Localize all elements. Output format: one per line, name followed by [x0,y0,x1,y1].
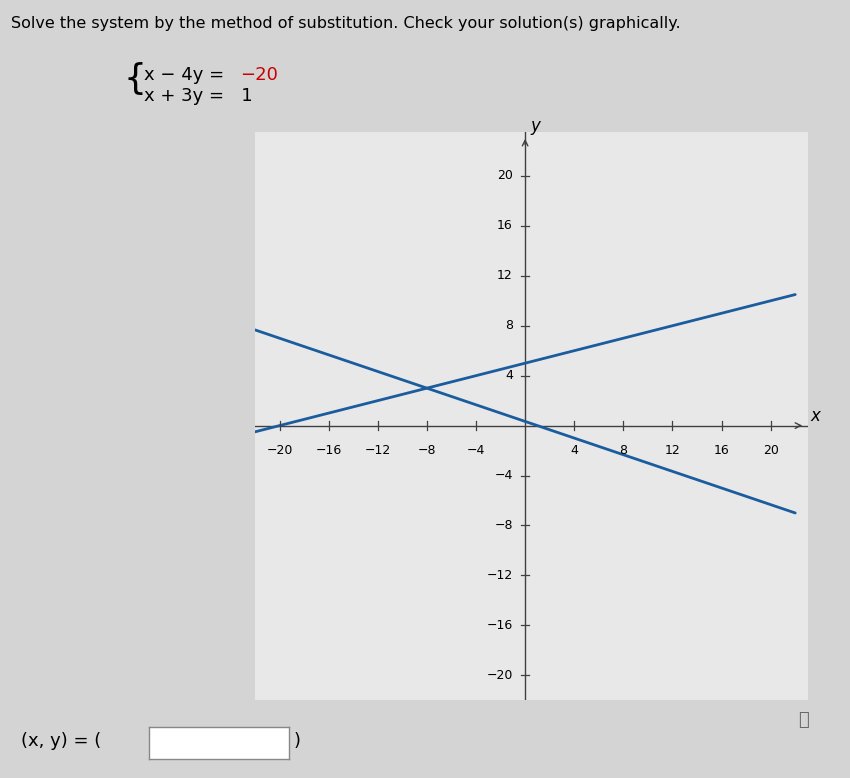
Text: ⓘ: ⓘ [798,710,808,729]
Text: 20: 20 [762,444,779,457]
Text: 16: 16 [497,219,513,233]
Text: −4: −4 [467,444,485,457]
Text: 12: 12 [497,269,513,282]
Text: −8: −8 [417,444,436,457]
Text: 12: 12 [665,444,680,457]
Text: x − 4y =: x − 4y = [144,66,230,84]
Text: −8: −8 [495,519,513,532]
Text: −20: −20 [266,444,292,457]
Text: 4: 4 [505,370,513,382]
Text: −20: −20 [241,66,279,84]
Text: 8: 8 [505,319,513,332]
Text: {: { [123,62,146,96]
Text: (x, y) = (: (x, y) = ( [21,731,101,750]
Text: x: x [810,407,820,425]
Text: −16: −16 [315,444,342,457]
Text: −20: −20 [486,669,513,682]
Text: x + 3y =   1: x + 3y = 1 [144,87,253,105]
Text: 20: 20 [497,170,513,183]
Text: ): ) [293,731,300,750]
Text: Solve the system by the method of substitution. Check your solution(s) graphical: Solve the system by the method of substi… [11,16,681,30]
Text: −4: −4 [495,469,513,482]
Text: 4: 4 [570,444,578,457]
Text: −16: −16 [486,619,513,632]
Text: −12: −12 [486,569,513,582]
Text: 16: 16 [714,444,729,457]
Text: −12: −12 [365,444,391,457]
Text: 8: 8 [620,444,627,457]
Text: y: y [530,117,540,135]
